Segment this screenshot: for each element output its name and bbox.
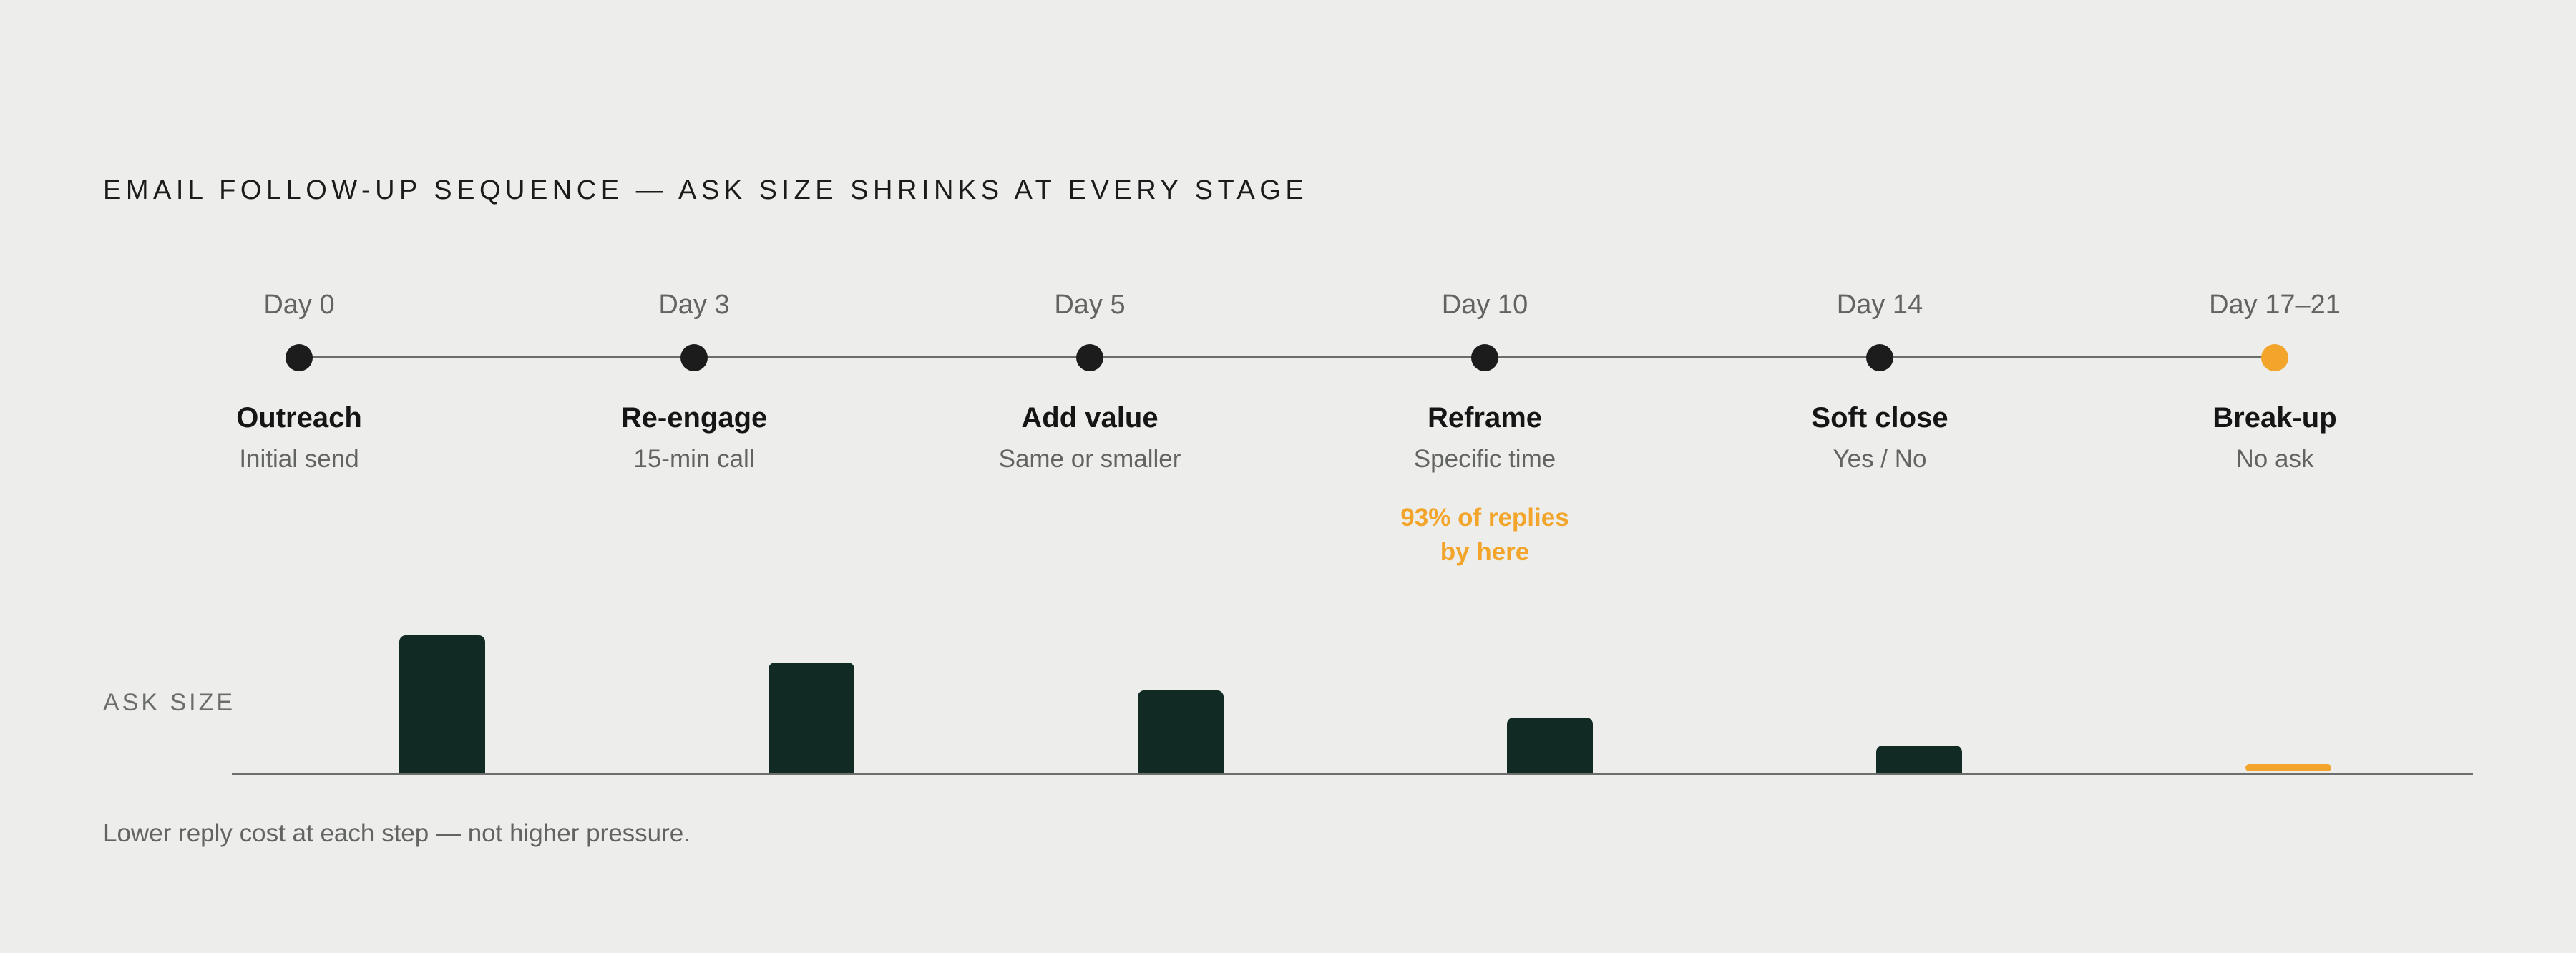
timeline-dot: [1076, 344, 1103, 371]
footnote: Lower reply cost at each step — not high…: [103, 819, 691, 847]
stage-name: Add value: [1021, 402, 1158, 434]
ask-size-bar-add-value: [1138, 690, 1224, 773]
stage-name: Outreach: [236, 402, 362, 434]
callout-line-2: by here: [1440, 538, 1530, 566]
timeline-line: [299, 356, 2275, 358]
ask-size-label: ASK SIZE: [103, 689, 236, 716]
ask-size-bar-outreach: [399, 635, 485, 773]
timeline-dot: [1866, 344, 1893, 371]
stage-day: Day 17–21: [2209, 290, 2341, 320]
stage-name: Re-engage: [620, 402, 768, 434]
stage-name: Break-up: [2212, 402, 2337, 434]
stage-name: Reframe: [1427, 402, 1543, 434]
stage-name: Soft close: [1811, 402, 1948, 434]
chart-baseline: [232, 773, 2473, 775]
reply-callout: 93% of replies by here: [1342, 501, 1628, 570]
ask-size-bar-reframe: [1507, 718, 1593, 773]
stage-day: Day 0: [263, 290, 335, 320]
stage-ask: Same or smaller: [998, 445, 1181, 473]
stage-day: Day 3: [658, 290, 730, 320]
timeline-dot: [680, 344, 708, 371]
stage-ask: Specific time: [1413, 445, 1556, 473]
stage-ask: Yes / No: [1833, 445, 1927, 473]
timeline-dot-highlight: [2261, 344, 2288, 371]
callout-line-1: 93% of replies: [1400, 504, 1569, 532]
ask-size-bar-soft-close: [1876, 746, 1962, 773]
stage-day: Day 5: [1054, 290, 1126, 320]
stage-day: Day 14: [1836, 290, 1923, 320]
timeline-dot: [1471, 344, 1498, 371]
ask-size-bar-re-engage: [769, 663, 854, 773]
stage-ask: Initial send: [239, 445, 359, 473]
stage-ask: No ask: [2235, 445, 2314, 473]
ask-size-bar-break-up: [2245, 764, 2331, 771]
diagram-title: EMAIL FOLLOW-UP SEQUENCE — ASK SIZE SHRI…: [103, 175, 1309, 205]
stage-ask: 15-min call: [633, 445, 755, 473]
stage-day: Day 10: [1441, 290, 1528, 320]
timeline-dot: [286, 344, 313, 371]
